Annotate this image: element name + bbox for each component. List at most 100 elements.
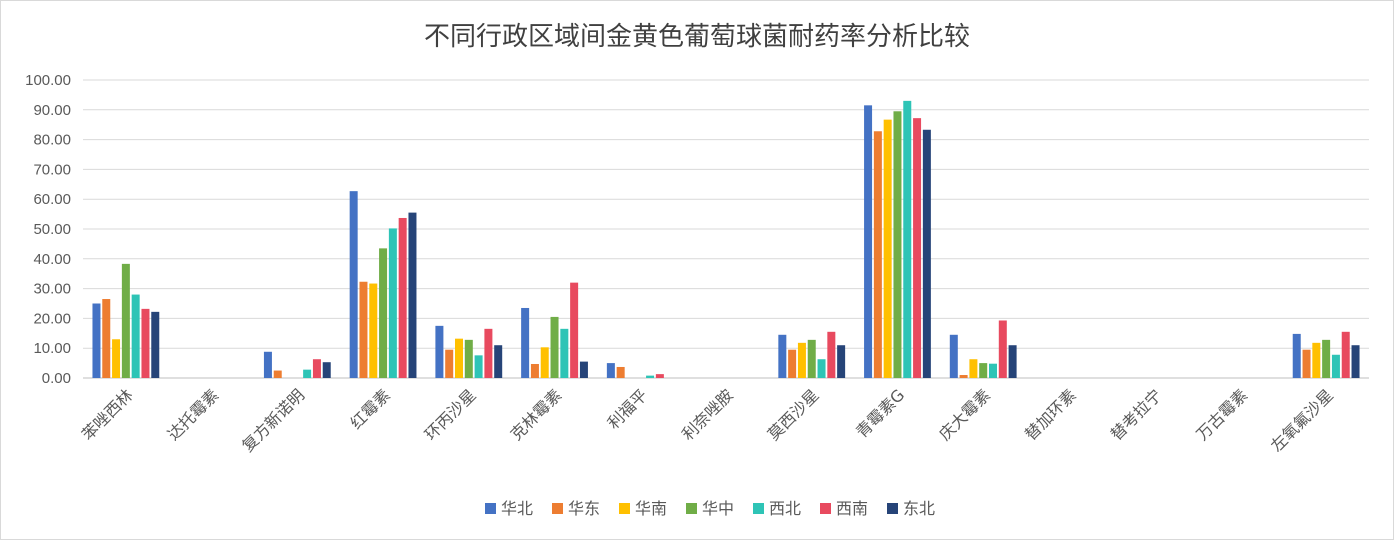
x-tick-label: 替考拉宁 bbox=[1107, 385, 1166, 444]
bar bbox=[1351, 345, 1360, 378]
y-tick-label: 20.00 bbox=[33, 310, 71, 327]
legend-label: 华南 bbox=[635, 499, 667, 518]
legend-swatch bbox=[686, 503, 697, 514]
bar bbox=[959, 375, 968, 378]
x-tick-label: 红霉素 bbox=[347, 385, 394, 432]
bar bbox=[530, 363, 539, 378]
bar bbox=[540, 347, 549, 378]
bar bbox=[322, 362, 331, 378]
bar bbox=[646, 375, 655, 378]
x-tick-label: 克林霉素 bbox=[507, 385, 566, 444]
x-tick-label: 青霉素G bbox=[852, 385, 908, 441]
bar bbox=[778, 334, 787, 378]
bar bbox=[369, 283, 378, 378]
y-tick-label: 10.00 bbox=[33, 340, 71, 357]
legend-label: 西南 bbox=[836, 499, 868, 518]
x-tick-label: 利福平 bbox=[604, 385, 651, 432]
y-tick-label: 60.00 bbox=[33, 191, 71, 208]
x-tick-label: 环丙沙星 bbox=[421, 385, 480, 444]
legend-swatch bbox=[552, 503, 563, 514]
gridlines bbox=[83, 79, 1369, 379]
legend-swatch bbox=[619, 503, 630, 514]
bar bbox=[349, 191, 358, 378]
bar bbox=[141, 308, 150, 378]
bar bbox=[398, 217, 407, 378]
bar bbox=[388, 228, 397, 378]
bar bbox=[464, 339, 473, 378]
bar bbox=[102, 299, 111, 378]
bar bbox=[303, 369, 312, 378]
bar bbox=[445, 349, 454, 378]
bar bbox=[913, 118, 922, 379]
bar bbox=[455, 338, 463, 378]
bar bbox=[550, 316, 559, 378]
y-tick-label: 50.00 bbox=[33, 221, 71, 238]
x-tick-label: 万古霉素 bbox=[1193, 385, 1252, 444]
y-tick-label: 90.00 bbox=[33, 102, 71, 119]
legend-label: 西北 bbox=[769, 499, 801, 518]
bar bbox=[949, 334, 958, 378]
x-tick-label: 利奈唑胺 bbox=[678, 385, 737, 444]
bar bbox=[969, 359, 978, 378]
legend-label: 东北 bbox=[903, 499, 935, 518]
bar bbox=[1331, 354, 1340, 378]
y-tick-label: 40.00 bbox=[33, 251, 71, 268]
bar bbox=[131, 294, 140, 378]
legend-label: 华北 bbox=[501, 499, 533, 518]
bar bbox=[151, 311, 160, 378]
bar bbox=[817, 359, 826, 378]
bar bbox=[989, 363, 997, 378]
bar bbox=[903, 100, 912, 379]
legend-label: 华东 bbox=[568, 499, 600, 518]
bar bbox=[998, 320, 1007, 378]
bar bbox=[1302, 349, 1311, 378]
bar bbox=[788, 349, 797, 378]
x-tick-label: 左氧氟沙星 bbox=[1267, 385, 1337, 455]
x-tick-label: 达托霉素 bbox=[164, 385, 223, 444]
bar bbox=[797, 342, 806, 378]
y-tick-label: 0.00 bbox=[42, 370, 71, 387]
bar bbox=[359, 281, 368, 378]
bar bbox=[979, 363, 988, 378]
bar bbox=[408, 212, 417, 378]
bar bbox=[560, 328, 569, 378]
bar bbox=[1008, 345, 1017, 378]
bar bbox=[494, 345, 503, 378]
bar bbox=[92, 303, 101, 378]
y-tick-label: 30.00 bbox=[33, 281, 71, 298]
legend: 华北 华东 华南 华中 西北 西南 东北 bbox=[485, 499, 935, 518]
bar bbox=[1292, 333, 1301, 378]
bar bbox=[1312, 342, 1321, 378]
bar bbox=[570, 282, 579, 378]
bar bbox=[263, 351, 272, 378]
legend-swatch bbox=[753, 503, 764, 514]
legend-swatch bbox=[820, 503, 831, 514]
y-tick-label: 100.00 bbox=[25, 72, 71, 89]
bar bbox=[1341, 331, 1350, 378]
bar bbox=[873, 131, 882, 378]
bars bbox=[92, 100, 1360, 379]
bar bbox=[883, 119, 892, 378]
bar bbox=[112, 339, 121, 378]
bar bbox=[864, 105, 873, 378]
bar bbox=[893, 111, 902, 378]
x-tick-label: 庆大霉素 bbox=[935, 385, 994, 444]
chart-title: 不同行政区域间金黄色葡萄球菌耐药率分析比较 bbox=[424, 22, 970, 52]
bar bbox=[521, 307, 530, 378]
legend-swatch bbox=[485, 503, 496, 514]
y-axis-ticks: 0.00 10.00 20.00 30.00 40.00 50.00 60.00 70.00 8… bbox=[25, 72, 71, 387]
bar bbox=[435, 325, 444, 378]
bar bbox=[484, 328, 493, 378]
legend-swatch bbox=[887, 503, 898, 514]
bar bbox=[922, 129, 931, 378]
bar bbox=[312, 359, 321, 378]
x-tick-label: 莫西沙星 bbox=[764, 385, 823, 444]
bar bbox=[121, 263, 130, 378]
bar bbox=[837, 345, 846, 378]
bar bbox=[655, 374, 664, 378]
bar bbox=[616, 366, 625, 378]
bar bbox=[474, 355, 483, 378]
x-tick-label: 替加环素 bbox=[1021, 385, 1080, 444]
